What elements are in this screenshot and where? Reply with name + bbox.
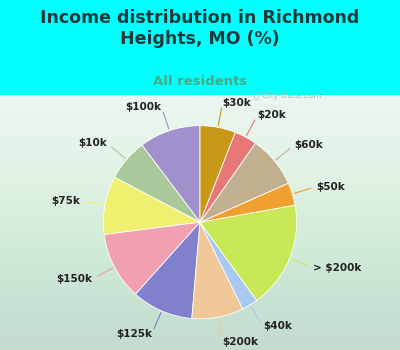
Wedge shape bbox=[200, 132, 256, 222]
Wedge shape bbox=[200, 183, 295, 222]
Text: $30k: $30k bbox=[223, 98, 251, 108]
Text: All residents: All residents bbox=[153, 75, 247, 88]
Text: $60k: $60k bbox=[294, 140, 323, 150]
Text: $125k: $125k bbox=[116, 329, 152, 339]
Text: $150k: $150k bbox=[56, 274, 92, 284]
Text: $40k: $40k bbox=[263, 321, 292, 331]
Text: $100k: $100k bbox=[126, 102, 162, 112]
Text: $75k: $75k bbox=[51, 196, 80, 206]
Text: $10k: $10k bbox=[78, 138, 107, 148]
Text: Income distribution in Richmond
Heights, MO (%): Income distribution in Richmond Heights,… bbox=[40, 9, 360, 48]
Text: > $200k: > $200k bbox=[313, 262, 361, 273]
Text: $50k: $50k bbox=[316, 182, 345, 191]
Wedge shape bbox=[200, 126, 235, 222]
Text: $20k: $20k bbox=[258, 110, 286, 120]
Wedge shape bbox=[104, 222, 200, 294]
Wedge shape bbox=[104, 177, 200, 234]
Wedge shape bbox=[200, 222, 257, 309]
Wedge shape bbox=[114, 145, 200, 222]
Wedge shape bbox=[142, 126, 200, 222]
Wedge shape bbox=[136, 222, 200, 318]
Wedge shape bbox=[192, 222, 243, 319]
Wedge shape bbox=[200, 143, 288, 222]
Wedge shape bbox=[200, 205, 296, 300]
Text: ⓘ City-Data.com: ⓘ City-Data.com bbox=[254, 91, 322, 100]
Text: $200k: $200k bbox=[223, 337, 259, 347]
